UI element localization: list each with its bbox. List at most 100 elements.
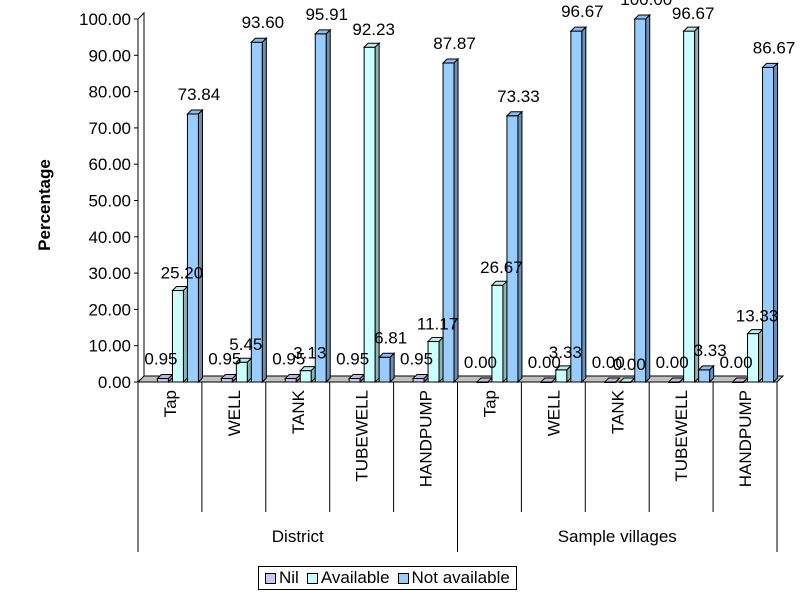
data-label: 0.00 bbox=[528, 353, 561, 372]
data-label: 25.20 bbox=[161, 264, 204, 283]
bar-not-available-sample-villages-tap bbox=[505, 110, 524, 384]
legend-swatch-nil bbox=[265, 572, 276, 584]
data-label: 5.45 bbox=[229, 335, 262, 354]
y-tick-label: 0.00 bbox=[98, 373, 131, 392]
x-group-label: Sample villages bbox=[558, 527, 677, 546]
bar-side bbox=[261, 37, 267, 384]
x-category-label: TANK bbox=[289, 389, 308, 434]
bar-nil-district-tubewell bbox=[347, 373, 366, 384]
bar-front bbox=[284, 378, 297, 383]
bar-nil-district-tap bbox=[156, 373, 174, 384]
x-category-label: WELL bbox=[544, 390, 563, 436]
bar-front bbox=[220, 378, 233, 383]
y-tick-label: 20.00 bbox=[88, 300, 131, 319]
x-category-label: Tap bbox=[161, 390, 180, 417]
legend-item-not-available: Not available bbox=[397, 568, 510, 588]
data-label: 0.95 bbox=[272, 350, 305, 369]
bar-side bbox=[615, 377, 621, 383]
y-tick-label: 70.00 bbox=[88, 119, 131, 138]
data-label: 13.33 bbox=[736, 307, 779, 326]
y-tick-label: 80.00 bbox=[88, 83, 131, 102]
bar-not-available-sample-villages-tubewell bbox=[697, 364, 715, 384]
bar-available-sample-villages-tubewell bbox=[682, 25, 700, 384]
bar-front bbox=[314, 33, 327, 383]
data-label: 0.00 bbox=[613, 355, 646, 374]
data-label: 0.00 bbox=[592, 353, 625, 372]
bar-front bbox=[762, 66, 775, 383]
bar-front bbox=[412, 378, 425, 383]
bar-front bbox=[506, 115, 519, 383]
bar-front bbox=[634, 18, 647, 383]
data-label: 0.00 bbox=[656, 353, 689, 372]
bar-front bbox=[250, 41, 263, 383]
x-axis: Tap WELL TANK TUBEWELL HANDPUMP Tap WELL TANK TU… bbox=[137, 381, 778, 552]
data-label: 86.67 bbox=[753, 38, 796, 57]
bar-side bbox=[389, 352, 395, 384]
bar-not-available-district-handpump bbox=[441, 57, 460, 384]
bar-not-available-sample-villages-handpump bbox=[761, 62, 779, 384]
data-label: 3.13 bbox=[293, 344, 326, 363]
legend-item-nil: Nil bbox=[265, 568, 299, 588]
data-label: 6.81 bbox=[374, 328, 407, 347]
data-label: 96.67 bbox=[561, 2, 604, 21]
data-label: 87.87 bbox=[433, 34, 476, 53]
data-label: 93.60 bbox=[242, 13, 285, 32]
legend-label-available: Available bbox=[320, 568, 390, 587]
bar-front bbox=[442, 62, 455, 383]
bar-front bbox=[683, 30, 696, 383]
bar-available-district-tap bbox=[171, 285, 189, 384]
bar-side bbox=[197, 108, 203, 384]
bar-side bbox=[645, 13, 651, 384]
bar-not-available-sample-villages-well bbox=[569, 25, 588, 384]
chart-bars bbox=[156, 13, 779, 384]
data-label: 100.00 bbox=[620, 0, 672, 9]
data-label: 73.84 bbox=[178, 85, 221, 104]
y-tick-label: 30.00 bbox=[88, 264, 131, 283]
y-tick-label: 90.00 bbox=[88, 46, 131, 65]
data-label: 96.67 bbox=[672, 4, 715, 23]
legend-swatch-not-available bbox=[397, 572, 409, 584]
bar-front bbox=[378, 356, 391, 383]
bar-front bbox=[186, 113, 199, 383]
y-tick-label: 10.00 bbox=[88, 337, 131, 356]
bar-side bbox=[325, 28, 331, 384]
bar-side bbox=[246, 357, 252, 384]
data-label: 73.33 bbox=[497, 87, 540, 106]
bar-front bbox=[570, 30, 583, 383]
bar-nil-district-tank bbox=[284, 373, 302, 384]
bar-available-district-well bbox=[235, 357, 253, 384]
x-category-label: Tap bbox=[480, 390, 499, 417]
data-label: 0.95 bbox=[208, 350, 241, 369]
bar-side bbox=[182, 285, 188, 384]
bar-nil-district-well bbox=[220, 373, 238, 384]
bar-side bbox=[438, 336, 444, 384]
data-label: 95.91 bbox=[305, 5, 348, 24]
bar-front bbox=[156, 378, 169, 383]
y-tick-label: 50.00 bbox=[88, 192, 131, 211]
y-tick-label: 40.00 bbox=[88, 228, 131, 247]
x-category-label: WELL bbox=[225, 390, 244, 436]
chart-axes: 0.00 10.00 20.00 30.00 40.00 50.00 60.00 70.00 8… bbox=[79, 10, 138, 392]
y-axis-label: Percentage bbox=[35, 159, 54, 251]
bar-side bbox=[758, 328, 764, 384]
data-label: 0.95 bbox=[144, 350, 177, 369]
data-label: 3.33 bbox=[694, 341, 727, 360]
bar-front bbox=[299, 370, 312, 383]
bar-available-district-tank bbox=[299, 365, 317, 384]
bar-nil-district-handpump bbox=[411, 373, 430, 384]
bar-side bbox=[694, 25, 700, 384]
bar-not-available-sample-villages-tank bbox=[633, 13, 651, 384]
bar-not-available-district-tubewell bbox=[377, 352, 396, 384]
y-tick-label: 100.00 bbox=[79, 10, 131, 29]
data-labels: 0.9525.2073.840.955.4593.600.953.1395.91… bbox=[144, 0, 795, 374]
x-category-label: TUBEWELL bbox=[353, 390, 372, 482]
data-label: 0.00 bbox=[464, 353, 497, 372]
data-label: 3.33 bbox=[549, 343, 582, 362]
data-label: 0.95 bbox=[400, 350, 433, 369]
x-category-label: HANDPUMP bbox=[417, 390, 436, 487]
data-label: 0.00 bbox=[720, 353, 753, 372]
data-label: 11.17 bbox=[417, 314, 458, 333]
data-label: 0.95 bbox=[336, 350, 369, 369]
bar-side bbox=[709, 364, 715, 384]
